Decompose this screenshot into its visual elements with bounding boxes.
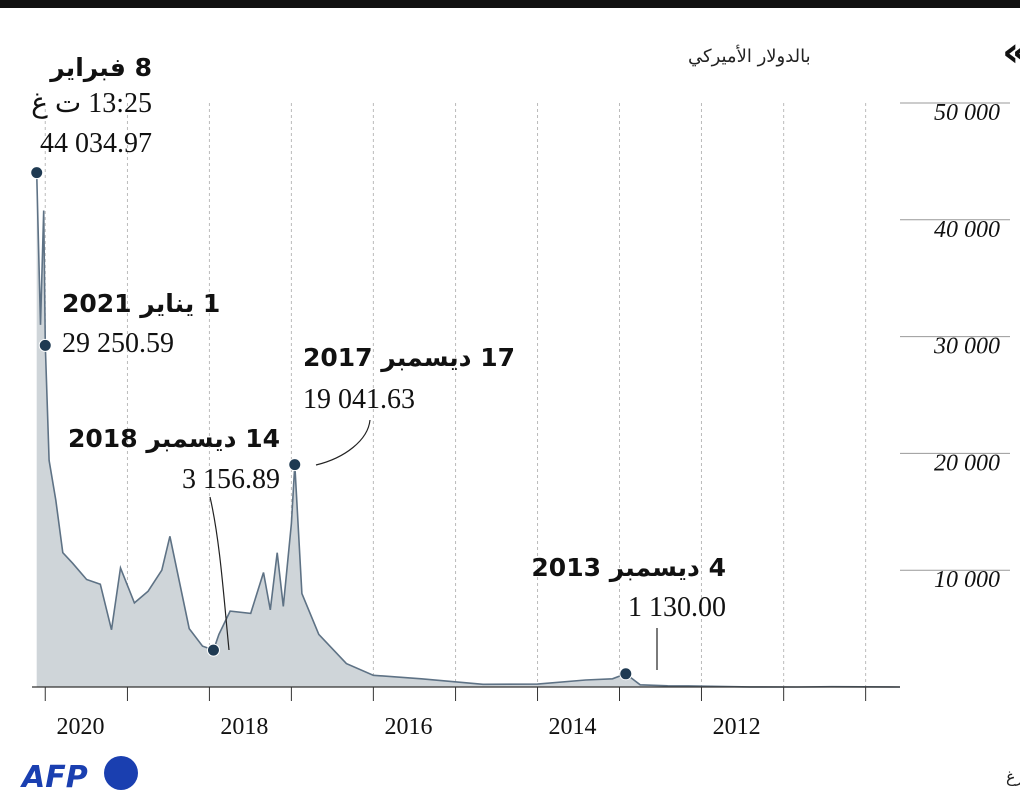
annotation-title: 4 ديسمبر 2013 (531, 553, 726, 583)
x-tick-label: 2020 (56, 714, 104, 740)
afp-logo-dot (104, 756, 138, 790)
top-bar (0, 0, 1020, 8)
afp-logo-text: AFP (20, 760, 88, 795)
y-tick-label: 20 000 (934, 450, 1000, 476)
annotation-time: 13:25 ت غ (31, 88, 152, 119)
source-note: المصدر: بلومبرغ (1006, 767, 1020, 787)
annotation-value: 44 034.97 (40, 128, 152, 159)
annotation-title: 8 فبراير (48, 53, 152, 83)
x-tick-label: 2014 (549, 714, 597, 740)
x-tick-label: 2016 (385, 714, 433, 740)
annotation-value: 29 250.59 (62, 328, 174, 359)
annotation-value: 3 156.89 (182, 464, 280, 495)
x-tick-label: 2018 (220, 714, 268, 740)
annotation-value: 19 041.63 (303, 384, 415, 415)
y-tick-label: 30 000 (933, 334, 1000, 360)
annotation-leader (209, 496, 230, 651)
x-tick-label: 2012 (713, 714, 761, 740)
chart-subtitle: بالدولار الأميركي (688, 45, 811, 67)
annotation-marker (288, 458, 302, 472)
y-tick-label: 50 000 (934, 100, 1000, 126)
y-tick-label: 40 000 (934, 217, 1000, 243)
chart-title: عملة «بتكوين» (1002, 27, 1020, 77)
y-tick-label: 10 000 (934, 567, 1000, 593)
annotation-marker (30, 166, 44, 180)
annotation-leader (315, 419, 371, 466)
annotation-marker (38, 338, 52, 352)
price-area (36, 172, 900, 687)
annotation-value: 1 130.00 (628, 592, 726, 623)
annotation-title: 17 ديسمبر 2017 (303, 343, 515, 373)
annotation-title: 14 ديسمبر 2018 (68, 424, 280, 454)
annotation-marker (619, 667, 633, 681)
afp-logo: AFP (20, 756, 138, 795)
annotation-title: 1 يناير 2021 (62, 289, 220, 319)
annotation-marker (206, 643, 220, 657)
